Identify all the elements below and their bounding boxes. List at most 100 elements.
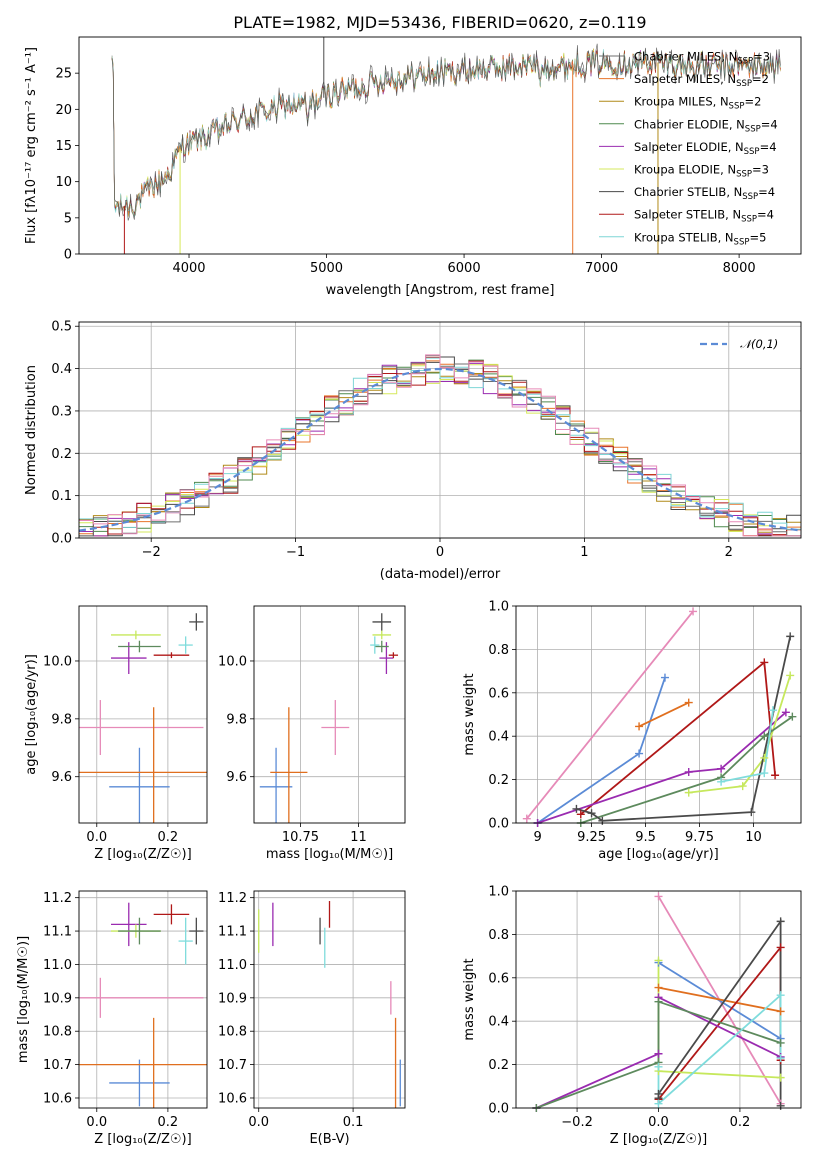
x-tick-label: 0.2 bbox=[158, 1115, 179, 1130]
x-axis-label: Z [log₁₀(Z/Z☉)] bbox=[94, 847, 191, 862]
x-tick-label: 0.0 bbox=[86, 830, 107, 845]
spectrum-line bbox=[111, 43, 781, 221]
mass-vs-ebv-axes: 0.0 0.1 10.6 10.7 10.8 10.9 11.0 11.1 11.2 E(B-V) bbox=[218, 891, 405, 1147]
y-tick-label: 1.0 bbox=[488, 885, 509, 900]
x-tick-label: 9.5 bbox=[635, 830, 656, 845]
residual-hist-axes: −2 −1 0 1 2 0.0 0.1 0.2 0.3 0.4 0.5 (data-model)/er… bbox=[24, 320, 801, 582]
x-tick-label: 10.75 bbox=[282, 830, 319, 845]
plus-marker bbox=[684, 768, 693, 777]
plus-marker bbox=[747, 808, 756, 817]
plus-marker bbox=[776, 1101, 785, 1110]
mass-weight-line bbox=[536, 1000, 781, 1108]
y-tick-label: 9.8 bbox=[51, 712, 72, 727]
plus-marker bbox=[776, 991, 785, 1000]
plus-marker bbox=[788, 712, 797, 721]
y-tick-label: 0.5 bbox=[51, 320, 72, 335]
mass-weight-line bbox=[580, 715, 793, 823]
y-tick-label: 10.7 bbox=[43, 1058, 72, 1073]
plus-marker bbox=[760, 753, 769, 762]
y-tick-label: 0.0 bbox=[488, 1102, 509, 1117]
legend-label: Chabrier MILES, NSSP=3 bbox=[634, 50, 770, 67]
x-axis-label: (data-model)/error bbox=[380, 567, 501, 582]
x-tick-label: −2 bbox=[142, 545, 161, 560]
legend-label: 𝒩(0,1) bbox=[740, 337, 778, 351]
massweight-vs-Z-frame bbox=[515, 890, 802, 1109]
y-tick-label: 0.4 bbox=[51, 362, 72, 377]
y-tick-label: 0.8 bbox=[488, 928, 509, 943]
plus-marker bbox=[684, 698, 693, 707]
legend-label: Kroupa STELIB, NSSP=5 bbox=[634, 230, 766, 247]
x-tick-label: 10 bbox=[745, 830, 762, 845]
y-tick-label: 9.6 bbox=[51, 770, 72, 785]
mass-weight-line bbox=[688, 675, 792, 794]
x-tick-label: 9.75 bbox=[685, 830, 714, 845]
plus-marker bbox=[717, 764, 726, 773]
mass-vs-Z-plot-area bbox=[79, 902, 207, 1108]
x-tick-label: −1 bbox=[286, 545, 305, 560]
plus-marker bbox=[654, 1089, 663, 1098]
x-tick-label: 9 bbox=[533, 830, 541, 845]
legend-label: Kroupa MILES, NSSP=2 bbox=[634, 95, 761, 112]
age-vs-Z-plot-area bbox=[79, 613, 207, 823]
x-axis-label: E(B-V) bbox=[309, 1132, 349, 1147]
y-tick-label: 11.1 bbox=[43, 925, 72, 940]
y-tick-label: 1.0 bbox=[488, 600, 509, 615]
hist-legend: 𝒩(0,1) bbox=[700, 337, 778, 351]
plus-marker bbox=[635, 749, 644, 758]
y-axis-label: mass [log₁₀(M/M☉)] bbox=[16, 936, 31, 1063]
legend-label: Salpeter MILES, NSSP=2 bbox=[634, 72, 769, 89]
y-tick-label: 20 bbox=[55, 103, 72, 118]
x-tick-label: 8000 bbox=[723, 261, 756, 276]
plus-marker bbox=[654, 1099, 663, 1108]
mass-vs-Z-axes: 0.0 0.2 10.6 10.7 10.8 10.9 11.0 11.1 11.2 Z [log… bbox=[16, 891, 207, 1147]
y-axis-label: Flux [fλ10⁻¹⁷ erg cm⁻² s⁻¹ A⁻¹] bbox=[24, 47, 39, 244]
x-tick-label: 0.2 bbox=[158, 830, 179, 845]
y-tick-label: 10.8 bbox=[43, 1025, 72, 1040]
x-axis-label: wavelength [Angstrom, rest frame] bbox=[326, 283, 555, 298]
plus-marker bbox=[760, 732, 769, 741]
legend-label: Chabrier STELIB, NSSP=4 bbox=[634, 185, 775, 202]
plus-marker bbox=[654, 1049, 663, 1058]
y-tick-label: 11.1 bbox=[218, 925, 247, 940]
x-tick-label: 11 bbox=[350, 830, 367, 845]
y-axis-label: Normed distribution bbox=[24, 365, 39, 495]
y-tick-label: 10.0 bbox=[218, 654, 247, 669]
x-tick-label: 9.25 bbox=[577, 830, 606, 845]
mass-weight-line bbox=[638, 701, 690, 728]
plus-marker bbox=[635, 722, 644, 731]
mass-vs-ebv-frame bbox=[253, 890, 406, 1109]
mass-weight-line bbox=[526, 610, 694, 820]
plus-marker bbox=[776, 943, 785, 952]
figure-title: PLATE=1982, MJD=53436, FIBERID=0620, z=0… bbox=[233, 13, 646, 32]
plus-marker bbox=[781, 708, 790, 717]
y-tick-label: 0 bbox=[64, 248, 72, 263]
age-vs-Z-axes: 0.0 0.2 9.6 9.8 10.0 Z [log₁₀(Z/Z☉)] age [log₁… bbox=[24, 606, 207, 862]
x-axis-label: Z [log₁₀(Z/Z☉)] bbox=[610, 1132, 707, 1147]
plus-marker bbox=[776, 1054, 785, 1063]
y-tick-label: 0.3 bbox=[51, 404, 72, 419]
y-axis-label: age [log₁₀(age/yr)] bbox=[24, 654, 39, 775]
x-axis-label: age [log₁₀(age/yr)] bbox=[598, 847, 719, 862]
y-tick-label: 10.6 bbox=[218, 1091, 247, 1106]
plus-marker bbox=[771, 771, 780, 780]
plus-marker bbox=[760, 658, 769, 667]
y-tick-label: 11.0 bbox=[218, 958, 247, 973]
plus-marker bbox=[776, 1007, 785, 1016]
y-tick-label: 5 bbox=[64, 211, 72, 226]
legend-label: Kroupa ELODIE, NSSP=3 bbox=[634, 163, 769, 180]
plus-marker bbox=[768, 706, 777, 715]
x-tick-label: 0.0 bbox=[648, 1115, 669, 1130]
x-tick-label: −0.2 bbox=[561, 1115, 593, 1130]
x-tick-label: 1 bbox=[580, 545, 588, 560]
y-axis-label: mass weight bbox=[462, 958, 477, 1040]
plus-marker bbox=[598, 816, 607, 825]
y-tick-label: 11.2 bbox=[218, 891, 247, 906]
x-tick-label: 0.2 bbox=[730, 1115, 751, 1130]
plus-marker bbox=[587, 809, 596, 818]
y-tick-label: 11.0 bbox=[43, 958, 72, 973]
x-tick-label: 2 bbox=[725, 545, 733, 560]
age-vs-Z-frame bbox=[78, 605, 208, 824]
x-axis-label: mass [log₁₀(M/M☉)] bbox=[266, 847, 393, 862]
x-tick-label: 5000 bbox=[310, 261, 343, 276]
